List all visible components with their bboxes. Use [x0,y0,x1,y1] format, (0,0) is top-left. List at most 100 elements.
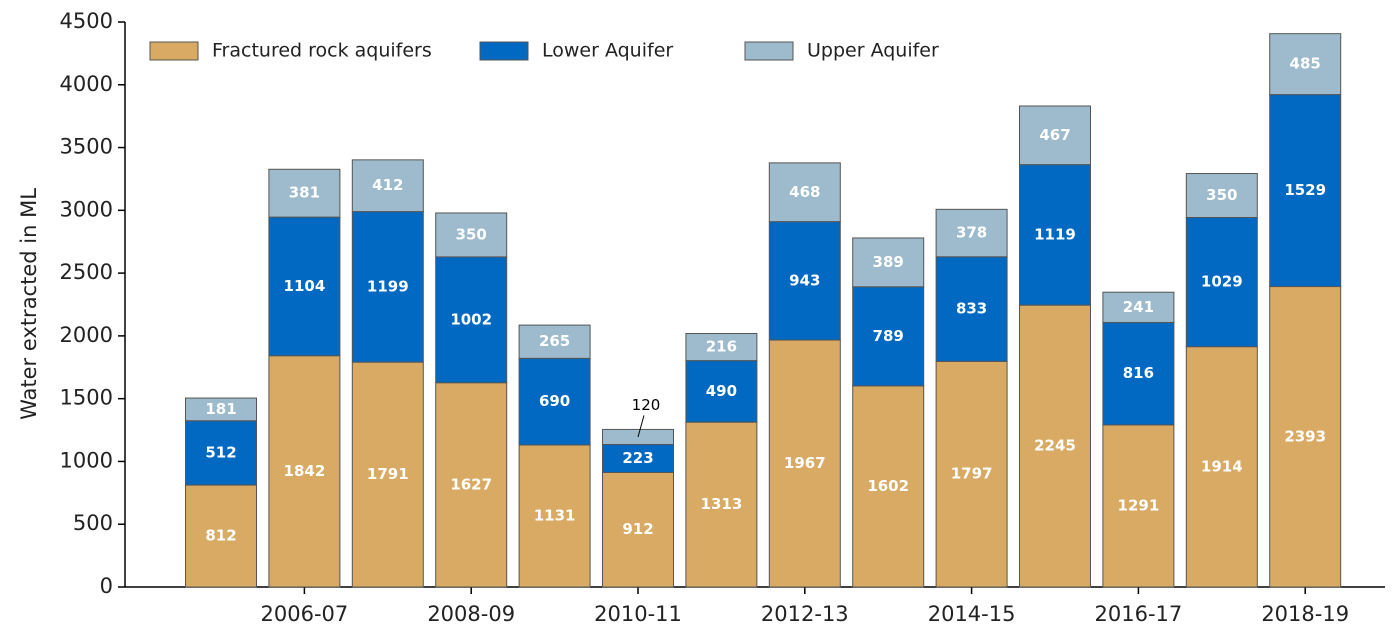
value-label: 265 [539,332,570,350]
value-label: 1199 [367,277,409,295]
bar-segment [351,361,424,588]
bar-segment [1185,346,1258,588]
bar-segment [268,168,341,218]
value-label: 690 [539,392,570,410]
bar-segment [685,360,758,423]
bar-segment [602,443,674,473]
value-label: 468 [789,183,820,201]
value-label: 1529 [1284,181,1326,199]
bar-segment [1185,216,1258,348]
value-label: 1797 [951,465,993,483]
bar-segment [1269,286,1342,588]
legend-swatch [479,41,529,61]
bar-segment [685,333,758,362]
value-label: 2393 [1284,427,1326,445]
bar-segment [435,212,508,258]
bar-segment [1269,94,1342,288]
legend-swatch [744,41,794,61]
x-tick-label: 2014-15 [928,602,1016,626]
y-tick-label: 2500 [60,260,113,284]
value-label: 378 [956,224,987,242]
value-label: 1104 [284,277,326,295]
value-label: 381 [289,184,320,202]
bar-segment [518,324,591,359]
bar-segment [602,471,674,588]
value-label: 2245 [1034,437,1076,455]
bar-segment [768,339,841,588]
value-label: 1029 [1201,273,1243,291]
value-label: 181 [205,400,236,418]
bar-segment [1019,164,1091,306]
value-label: 1313 [701,495,743,513]
value-label: 1119 [1034,225,1076,243]
y-tick-label: 0 [100,574,113,598]
bar-segment [685,421,758,588]
value-label: 943 [789,271,820,289]
value-label: 350 [1206,186,1237,204]
x-tick-label: 2010-11 [594,602,682,626]
value-label: 389 [873,253,904,271]
value-label: 833 [956,300,987,318]
y-tick-label: 4000 [60,72,113,96]
legend-label: Fractured rock aquifers [212,40,432,62]
x-tick-label: 2018-19 [1261,602,1349,626]
value-label: 490 [706,382,737,400]
x-tick-label: 2016-17 [1095,602,1183,626]
y-tick-label: 500 [73,511,113,535]
y-tick-label: 3500 [60,135,113,159]
value-label: 816 [1123,364,1154,382]
bar-segment [768,162,841,223]
x-tick-label: 2012-13 [761,602,849,626]
bar-segment [268,216,341,357]
value-label: 241 [1123,298,1154,316]
y-tick-label: 1500 [60,386,113,410]
bar-segment [935,208,1008,258]
bar-segment [1019,105,1091,166]
value-label: 1842 [284,462,326,480]
value-label: 812 [205,527,236,545]
value-label: 1791 [367,465,409,483]
value-label: 512 [205,443,236,461]
y-tick-label: 4500 [60,9,113,33]
value-label: 350 [456,225,487,243]
bar-segment [1019,304,1091,588]
x-tick-label: 2008-09 [427,602,515,626]
bar-segment [852,286,925,387]
bar-segment [852,237,925,288]
bar-segment [351,211,424,363]
legend-label: Upper Aquifer [807,40,939,62]
value-label: 1627 [450,475,492,493]
value-label: 789 [873,327,904,345]
bar-segment [435,256,508,384]
value-label: 120 [632,396,661,414]
bar-segment [518,444,591,588]
bar-segment [185,484,257,588]
y-tick-label: 2000 [60,323,113,347]
y-tick-label: 1000 [60,448,113,472]
bar-segment [1185,173,1258,218]
bar-segment [935,360,1008,588]
bar-segment [185,397,257,422]
legend-label: Lower Aquifer [542,40,673,62]
value-label: 412 [372,176,403,194]
bar-segment [1269,33,1342,96]
bar-segment [768,221,841,341]
bar-segment [351,159,424,213]
bar-segment [1102,321,1175,426]
bar-segment [852,385,925,588]
value-label: 216 [706,338,737,356]
value-label: 912 [622,520,653,538]
value-label: 1914 [1201,457,1243,475]
x-tick-label: 2006-07 [261,602,349,626]
value-label: 467 [1039,126,1070,144]
bar-segment [1102,291,1175,323]
value-label: 1291 [1118,496,1160,514]
value-label: 1967 [784,454,826,472]
bar-segment [435,382,508,588]
leader-line [637,415,645,438]
bar-segment [268,355,341,588]
value-label: 1002 [450,310,492,328]
y-tick-label: 3000 [60,197,113,221]
legend-swatch [149,41,199,61]
